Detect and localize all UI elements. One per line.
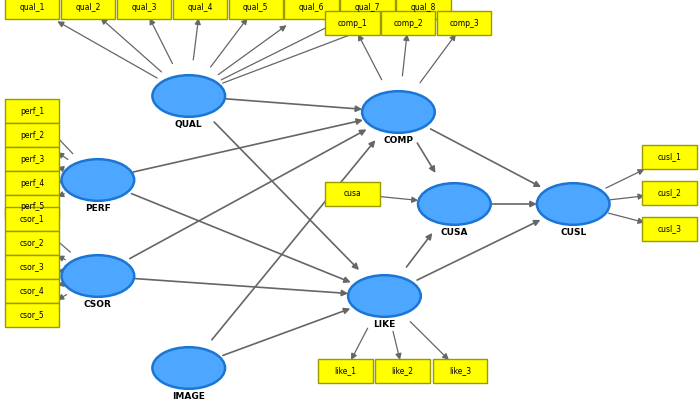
FancyBboxPatch shape [642,145,697,169]
FancyBboxPatch shape [325,11,380,35]
Text: comp_2: comp_2 [394,18,423,28]
Text: comp_3: comp_3 [449,18,479,28]
Ellipse shape [418,183,491,225]
FancyBboxPatch shape [5,147,59,171]
Text: perf_3: perf_3 [20,154,44,164]
FancyBboxPatch shape [5,255,59,279]
Ellipse shape [62,159,134,201]
FancyBboxPatch shape [5,303,59,327]
Text: like_3: like_3 [449,366,471,376]
Text: CUSL: CUSL [560,228,586,238]
FancyBboxPatch shape [396,0,451,19]
Text: COMP: COMP [384,136,413,146]
Text: cusl_1: cusl_1 [658,152,682,162]
Text: csor_4: csor_4 [20,286,45,296]
Text: csor_2: csor_2 [20,238,45,248]
Text: qual_6: qual_6 [299,2,324,12]
Text: qual_7: qual_7 [355,2,380,12]
Ellipse shape [537,183,610,225]
Text: QUAL: QUAL [175,120,203,130]
Text: qual_3: qual_3 [131,2,157,12]
Ellipse shape [152,347,225,389]
FancyBboxPatch shape [229,0,283,19]
Text: csor_5: csor_5 [20,310,45,320]
FancyBboxPatch shape [117,0,171,19]
Text: qual_2: qual_2 [75,2,101,12]
Text: perf_2: perf_2 [20,130,44,140]
Ellipse shape [362,91,435,133]
Text: CSOR: CSOR [84,300,112,310]
Text: like_2: like_2 [391,366,414,376]
FancyBboxPatch shape [5,279,59,303]
Text: cusa: cusa [343,189,361,198]
FancyBboxPatch shape [381,11,435,35]
Ellipse shape [348,275,421,317]
Text: qual_8: qual_8 [411,2,436,12]
FancyBboxPatch shape [5,0,59,19]
Text: comp_1: comp_1 [338,18,367,28]
FancyBboxPatch shape [5,195,59,219]
Ellipse shape [152,75,225,117]
Text: csor_3: csor_3 [20,262,45,272]
FancyBboxPatch shape [375,359,430,383]
FancyBboxPatch shape [318,359,373,383]
FancyBboxPatch shape [173,0,227,19]
Text: qual_1: qual_1 [20,2,45,12]
FancyBboxPatch shape [5,99,59,123]
Text: qual_5: qual_5 [243,2,268,12]
FancyBboxPatch shape [61,0,115,19]
Text: perf_5: perf_5 [20,202,44,212]
FancyBboxPatch shape [284,0,339,19]
Text: perf_4: perf_4 [20,178,44,188]
Text: perf_1: perf_1 [20,106,44,116]
FancyBboxPatch shape [5,231,59,255]
Text: PERF: PERF [85,204,110,214]
FancyBboxPatch shape [642,181,697,205]
FancyBboxPatch shape [5,207,59,231]
FancyBboxPatch shape [642,217,697,241]
FancyBboxPatch shape [325,182,380,206]
Text: csor_1: csor_1 [20,214,45,224]
Text: like_1: like_1 [334,366,356,376]
Text: cusl_2: cusl_2 [658,188,682,198]
FancyBboxPatch shape [5,171,59,195]
Ellipse shape [62,255,134,297]
Text: CUSA: CUSA [440,228,468,238]
Text: LIKE: LIKE [373,320,396,330]
Text: IMAGE: IMAGE [172,392,206,400]
Text: qual_4: qual_4 [187,2,212,12]
FancyBboxPatch shape [433,359,487,383]
Text: cusl_3: cusl_3 [658,224,682,234]
FancyBboxPatch shape [5,123,59,147]
FancyBboxPatch shape [340,0,395,19]
FancyBboxPatch shape [437,11,491,35]
